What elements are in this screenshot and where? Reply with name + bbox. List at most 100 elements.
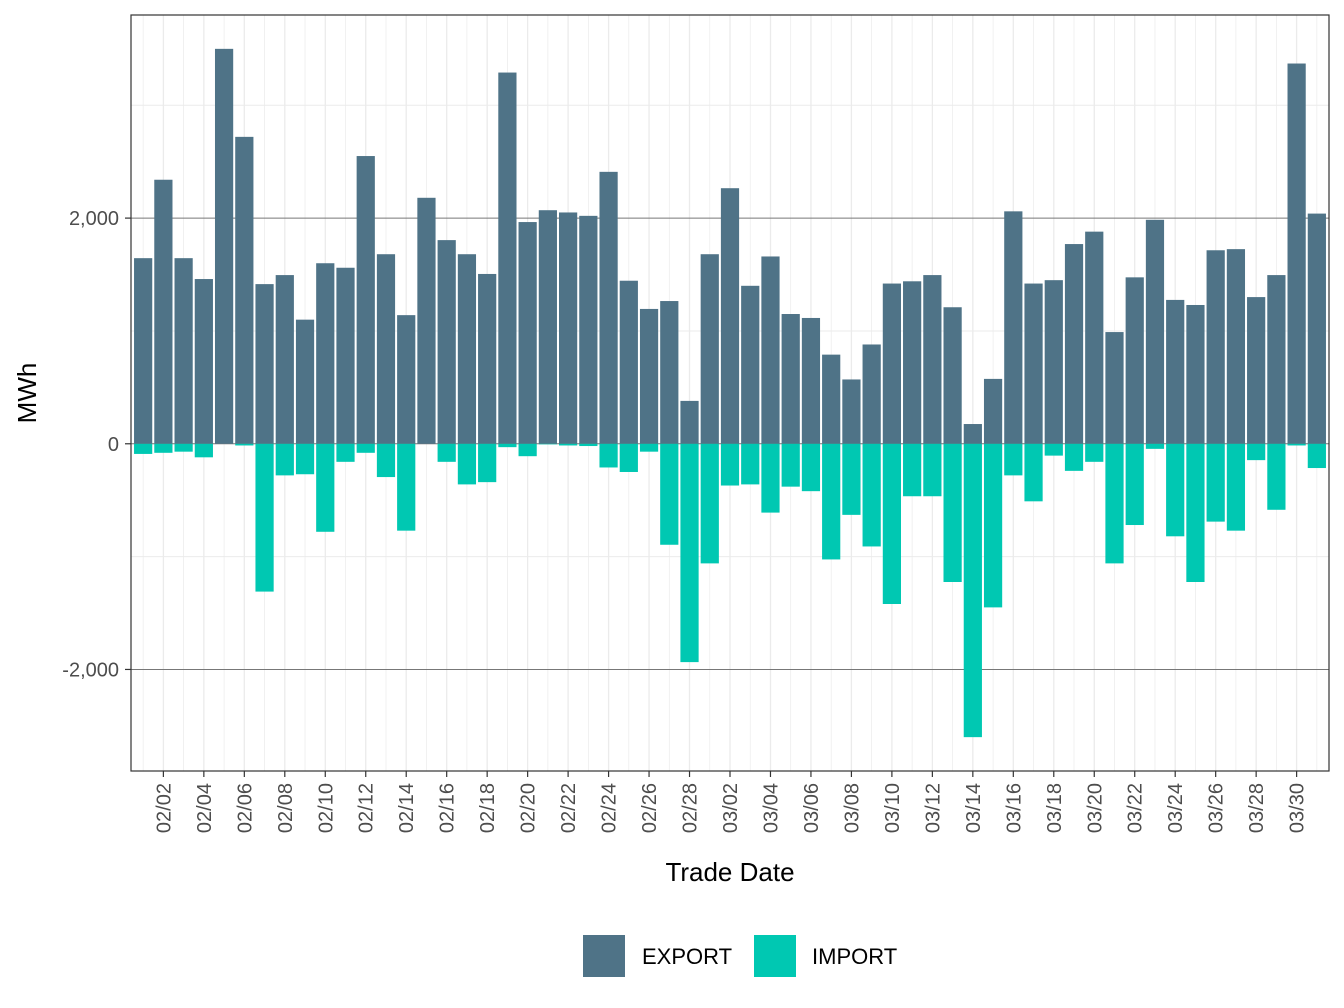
y-tick-label: 0: [108, 434, 119, 456]
import-bar: [1064, 443, 1084, 471]
export-bar: [417, 197, 436, 444]
import-bar: [1125, 443, 1144, 526]
export-bar: [235, 136, 254, 444]
export-bar: [214, 48, 234, 444]
export-bar: [1024, 283, 1043, 444]
export-bar: [680, 400, 699, 444]
export-bar: [1064, 244, 1084, 444]
y-axis-title: MWh: [12, 363, 42, 424]
export-bar: [983, 378, 1003, 444]
x-tick-label: 03/02: [720, 783, 742, 833]
export-bar: [943, 307, 962, 444]
import-bar: [862, 443, 881, 547]
import-bar: [1206, 443, 1225, 522]
y-tick-label: -2,000: [62, 659, 119, 681]
export-bar: [1267, 275, 1286, 444]
import-bar: [761, 443, 780, 513]
export-bar: [1287, 63, 1306, 444]
x-tick-label: 02/14: [396, 783, 418, 833]
export-bar: [842, 379, 861, 444]
x-tick-label: 03/08: [841, 783, 863, 833]
import-bar: [295, 443, 315, 475]
import-bar: [1226, 443, 1246, 531]
export-bar: [882, 283, 901, 444]
x-tick-label: 02/26: [639, 783, 661, 833]
export-bar: [720, 188, 740, 444]
import-bar: [134, 443, 153, 454]
import-bar: [923, 443, 942, 497]
x-tick-label: 03/26: [1206, 783, 1228, 833]
import-bar: [1166, 443, 1185, 537]
import-bar: [1024, 443, 1043, 502]
import-bar: [720, 443, 740, 486]
import-bar: [700, 443, 719, 564]
x-tick-label: 02/10: [315, 783, 337, 833]
x-tick-label: 02/02: [153, 783, 175, 833]
import-bar: [255, 443, 274, 592]
x-tick-label: 02/04: [194, 783, 216, 833]
import-bar: [336, 443, 355, 462]
import-bar: [660, 443, 679, 545]
legend-key-import: [754, 935, 796, 977]
import-bar: [801, 443, 821, 492]
x-tick-label: 03/18: [1044, 783, 1066, 833]
import-bar: [1267, 443, 1286, 510]
export-bar: [457, 254, 477, 444]
legend: EXPORT IMPORT: [583, 935, 897, 977]
export-bar: [923, 275, 942, 444]
export-bar: [781, 314, 800, 444]
export-bar: [194, 279, 213, 444]
export-bar: [700, 254, 719, 444]
x-tick-label: 03/16: [1003, 783, 1025, 833]
x-tick-label: 03/20: [1084, 783, 1106, 833]
export-bar: [255, 284, 274, 444]
import-bar: [478, 443, 497, 483]
export-bar: [1044, 280, 1063, 444]
import-bar: [356, 443, 375, 453]
export-bar: [801, 317, 821, 444]
export-bar: [437, 240, 456, 444]
x-axis: 02/02 02/04 02/06 02/08 02/10 02/12 02/14 02/16…: [153, 771, 1309, 833]
export-bar: [498, 72, 517, 444]
import-bar: [1186, 443, 1205, 582]
x-tick-label: 03/04: [760, 783, 782, 833]
legend-label-export: EXPORT: [642, 944, 732, 969]
export-bar: [1004, 211, 1023, 444]
x-tick-label: 02/28: [680, 783, 702, 833]
y-tick-label: 2,000: [69, 208, 119, 230]
legend-label-import: IMPORT: [812, 944, 897, 969]
import-bar: [1004, 443, 1023, 476]
export-bar: [174, 258, 193, 444]
import-bar: [1287, 443, 1306, 446]
export-bar: [741, 285, 760, 444]
import-bar: [174, 443, 193, 452]
import-bar: [194, 443, 213, 458]
import-bar: [1085, 443, 1104, 462]
export-bars: [134, 48, 1326, 444]
x-tick-label: 02/18: [477, 783, 499, 833]
export-bar: [1307, 213, 1326, 444]
x-tick-label: 02/08: [275, 783, 297, 833]
import-bar: [538, 443, 557, 445]
import-bar: [1247, 443, 1266, 461]
import-bar: [397, 443, 416, 531]
export-bar: [356, 156, 375, 444]
import-bar: [275, 443, 294, 476]
import-bar: [235, 443, 254, 446]
import-bar: [1044, 443, 1063, 456]
export-bar: [154, 179, 173, 444]
x-tick-label: 02/20: [518, 783, 540, 833]
export-bar: [397, 315, 416, 444]
export-bar: [1085, 231, 1104, 444]
x-tick-label: 02/24: [599, 783, 621, 833]
x-axis-title: Trade Date: [665, 857, 794, 887]
import-bar: [842, 443, 861, 515]
export-bar: [639, 308, 659, 444]
import-bar: [822, 443, 841, 560]
import-bar: [619, 443, 638, 472]
export-bar: [1145, 219, 1165, 444]
export-bar: [761, 256, 780, 444]
x-tick-label: 03/28: [1246, 783, 1268, 833]
x-tick-label: 03/10: [882, 783, 904, 833]
